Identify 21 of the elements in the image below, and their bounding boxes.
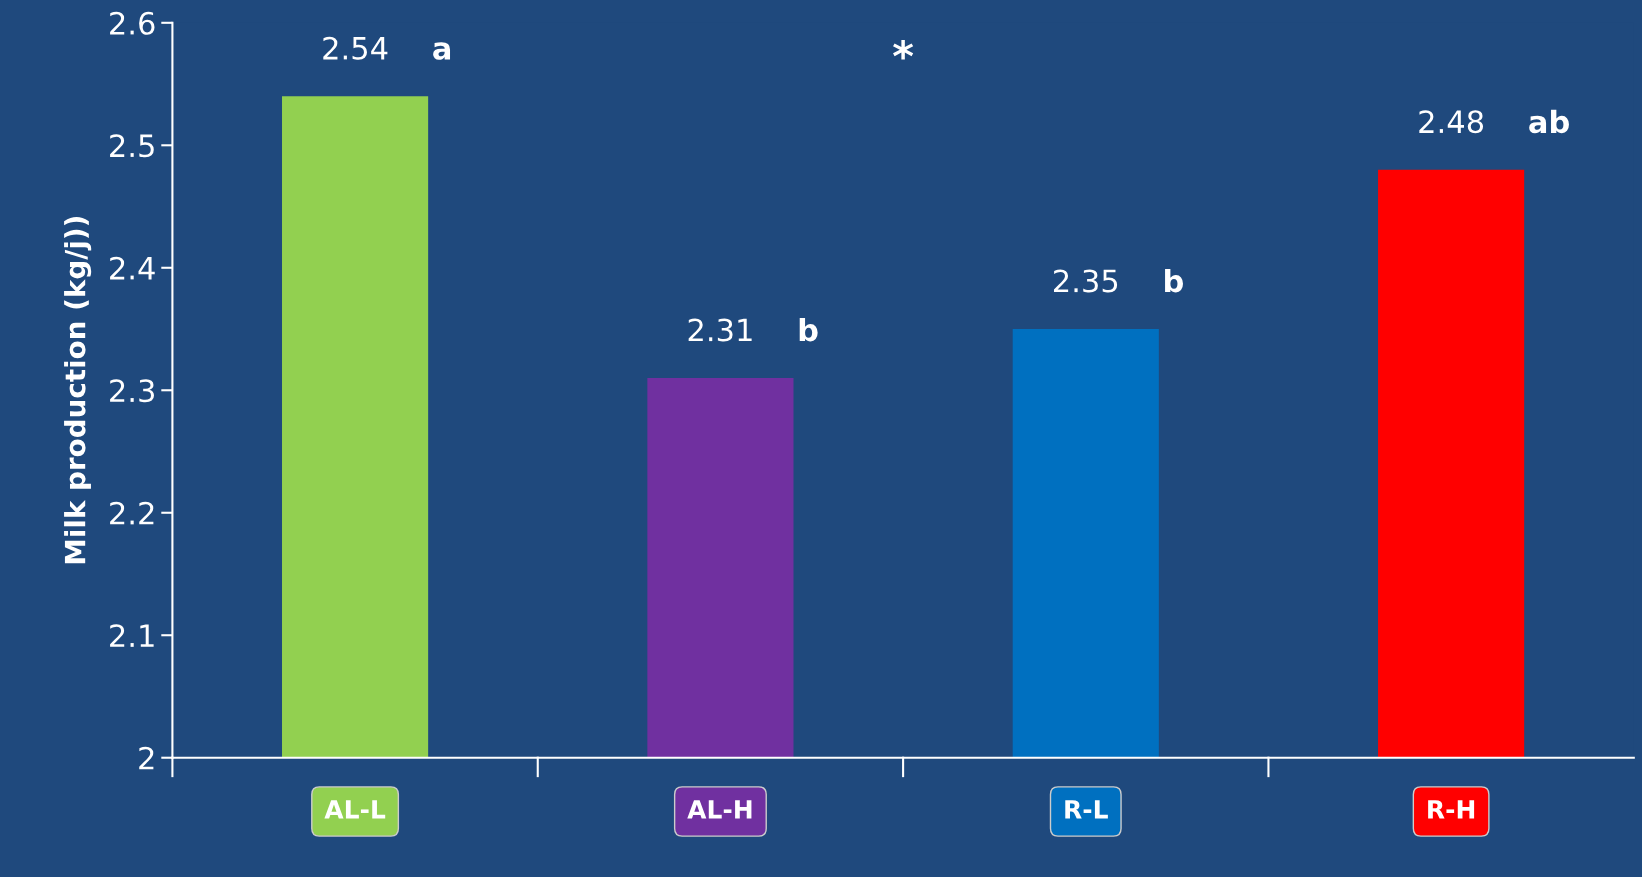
y-axis-title: Milk production (kg/j)) <box>64 217 92 564</box>
data-label: 2.35 <box>1053 269 1118 293</box>
annotation: b <box>1165 268 1183 293</box>
data-label: 2.31 <box>688 318 752 342</box>
x-tick-label: R-L <box>1065 800 1108 819</box>
x-tick-label: R-H <box>1428 800 1475 819</box>
data-label: 2.54 <box>323 36 388 60</box>
y-tick-label: 2.3 <box>110 379 154 403</box>
annotation: ab <box>1529 109 1569 134</box>
y-tick-label: 2.4 <box>110 256 155 280</box>
y-tick-label: 2.1 <box>110 624 154 647</box>
annotation: a <box>433 42 451 60</box>
y-tick-label: 2.2 <box>110 501 154 525</box>
y-tick-label: 2 <box>139 746 154 770</box>
x-tick-label: AL-L <box>324 800 386 819</box>
annotation: b <box>799 317 818 342</box>
x-tick-label: AL-H <box>687 800 752 819</box>
y-tick-label: 2.5 <box>110 134 154 158</box>
annotation: * <box>893 40 914 60</box>
y-tick-label: 2.6 <box>110 11 155 35</box>
data-label: 2.48 <box>1419 110 1484 134</box>
